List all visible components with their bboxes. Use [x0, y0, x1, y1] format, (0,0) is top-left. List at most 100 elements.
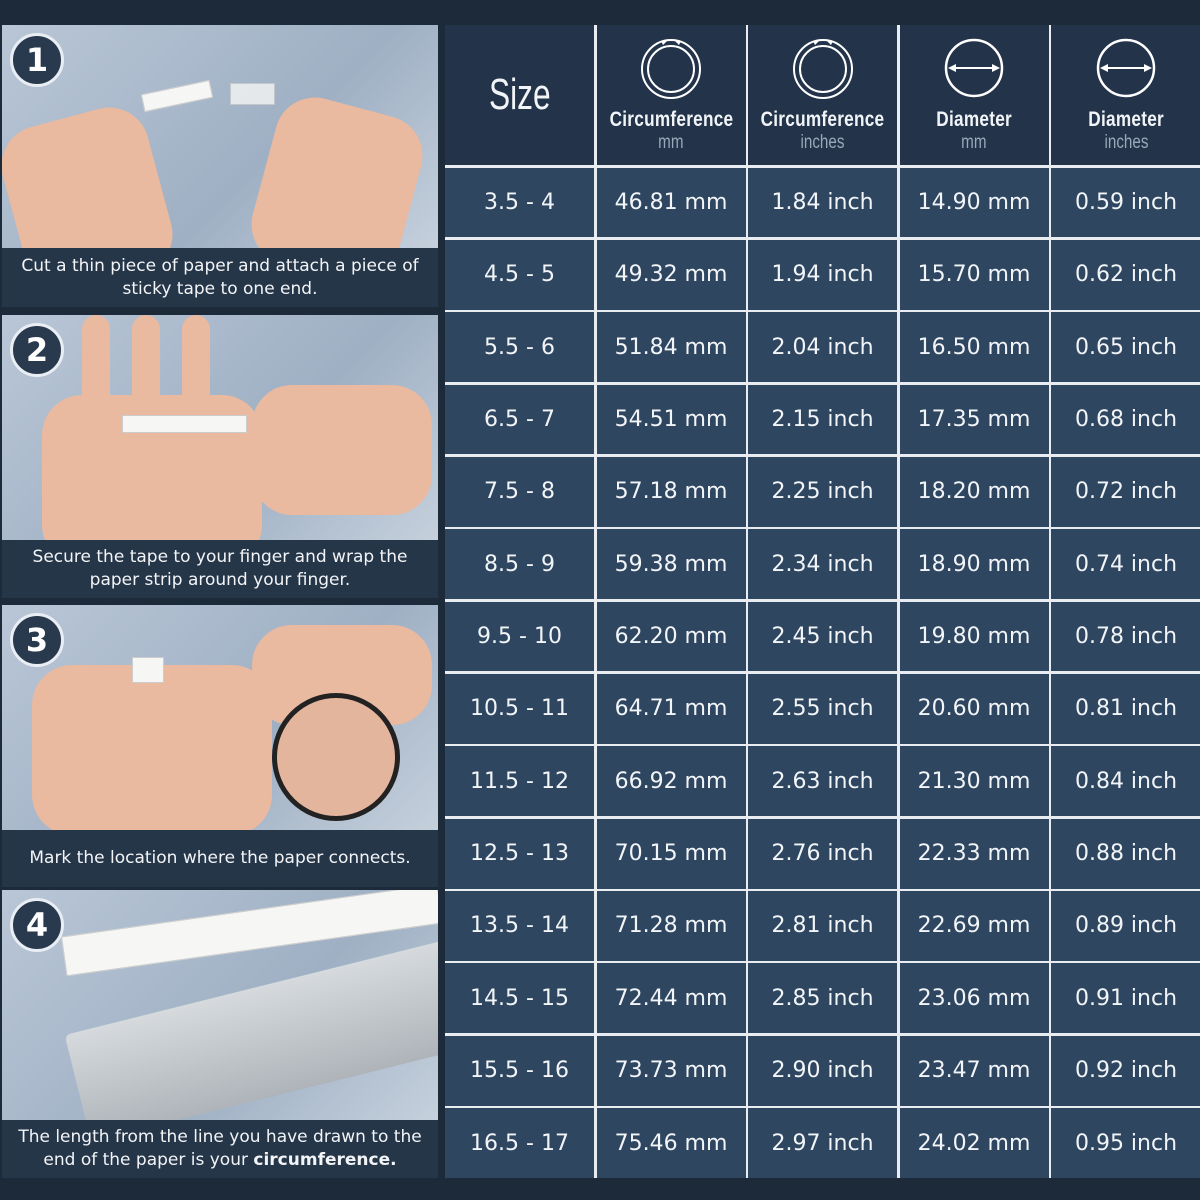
- table-cell: 70.15 mm: [596, 818, 746, 889]
- step-panel-3: 3 Mark the location where the paper conn…: [2, 605, 438, 887]
- step-panel-2: 2 Secure the tape to your finger and wra…: [2, 315, 438, 598]
- step-panel-1: 1 Cut a thin piece of paper and attach a…: [2, 25, 438, 307]
- table-cell: 49.32 mm: [596, 239, 746, 310]
- table-cell: 66.92 mm: [596, 746, 746, 817]
- step-caption: Mark the location where the paper connec…: [29, 848, 411, 868]
- table-cell: 2.34 inch: [748, 529, 897, 600]
- table-cell: 0.74 inch: [1051, 529, 1200, 600]
- table-cell: 57.18 mm: [596, 456, 746, 527]
- table-cell: 75.46 mm: [596, 1108, 746, 1178]
- table-cell: 0.92 inch: [1051, 1035, 1200, 1106]
- step-caption: The length from the line you have drawn …: [18, 1127, 422, 1170]
- table-cell: 8.5 - 9: [445, 529, 594, 600]
- table-cell: 73.73 mm: [596, 1035, 746, 1106]
- table-cell: 0.68 inch: [1051, 384, 1200, 455]
- table-cell: 14.5 - 15: [445, 963, 594, 1034]
- table-cell: 18.20 mm: [899, 456, 1049, 527]
- table-cell: 20.60 mm: [899, 673, 1049, 744]
- table-cell: 2.81 inch: [748, 891, 897, 961]
- step-illustration: [2, 890, 438, 1120]
- column-header-diameter-mm: Diameter mm: [899, 25, 1049, 165]
- step-caption: Cut a thin piece of paper and attach a p…: [21, 255, 419, 299]
- table-cell: 51.84 mm: [596, 312, 746, 383]
- table-cell: 0.88 inch: [1051, 818, 1200, 889]
- table-cell: 62.20 mm: [596, 601, 746, 672]
- step-number-badge: 4: [10, 898, 64, 952]
- table-cell: 17.35 mm: [899, 384, 1049, 455]
- table-cell: 64.71 mm: [596, 673, 746, 744]
- table-cell: 2.76 inch: [748, 818, 897, 889]
- table-cell: 54.51 mm: [596, 384, 746, 455]
- table-cell: 0.91 inch: [1051, 963, 1200, 1034]
- table-cell: 0.95 inch: [1051, 1108, 1200, 1178]
- table-cell: 1.84 inch: [748, 167, 897, 238]
- header-title: Diameter: [936, 108, 1012, 131]
- header-title: Size: [488, 70, 551, 119]
- table-cell: 10.5 - 11: [445, 673, 594, 744]
- table-cell: 22.33 mm: [899, 818, 1049, 889]
- table-cell: 2.25 inch: [748, 456, 897, 527]
- table-cell: 16.50 mm: [899, 312, 1049, 383]
- header-title: Circumference: [609, 108, 733, 131]
- header-unit: mm: [658, 132, 684, 153]
- step-illustration: [2, 25, 438, 248]
- diameter-icon: [942, 36, 1006, 108]
- table-cell: 2.45 inch: [748, 601, 897, 672]
- table-cell: 46.81 mm: [596, 167, 746, 238]
- diameter-icon: [1094, 36, 1158, 108]
- table-cell: 15.70 mm: [899, 239, 1049, 310]
- table-cell: 23.06 mm: [899, 963, 1049, 1034]
- ring-size-table: Size Circumference mm Circumference inches Di…: [445, 25, 1200, 1178]
- header-title: Circumference: [760, 108, 885, 131]
- header-unit: mm: [961, 132, 987, 153]
- step-illustration: [2, 605, 438, 830]
- table-cell: 0.78 inch: [1051, 601, 1200, 672]
- table-cell: 14.90 mm: [899, 167, 1049, 238]
- table-cell: 2.85 inch: [748, 963, 897, 1034]
- table-cell: 7.5 - 8: [445, 456, 594, 527]
- table-cell: 4.5 - 5: [445, 239, 594, 310]
- table-cell: 0.81 inch: [1051, 673, 1200, 744]
- step-number-badge: 1: [10, 33, 64, 87]
- circumference-icon: [639, 36, 703, 108]
- circumference-icon: [791, 36, 855, 108]
- table-cell: 24.02 mm: [899, 1108, 1049, 1178]
- table-cell: 2.04 inch: [748, 312, 897, 383]
- table-cell: 2.15 inch: [748, 384, 897, 455]
- table-cell: 5.5 - 6: [445, 312, 594, 383]
- column-header-circumference-inches: Circumference inches: [748, 25, 897, 165]
- table-cell: 2.63 inch: [748, 746, 897, 817]
- table-cell: 0.62 inch: [1051, 239, 1200, 310]
- table-cell: 18.90 mm: [899, 529, 1049, 600]
- table-cell: 0.84 inch: [1051, 746, 1200, 817]
- table-cell: 11.5 - 12: [445, 746, 594, 817]
- header-unit: inches: [1104, 132, 1148, 153]
- column-header-circumference-mm: Circumference mm: [596, 25, 746, 165]
- table-cell: 16.5 - 17: [445, 1108, 594, 1178]
- table-cell: 0.89 inch: [1051, 891, 1200, 961]
- table-cell: 12.5 - 13: [445, 818, 594, 889]
- column-header-diameter-inches: Diameter inches: [1051, 25, 1200, 165]
- table-cell: 71.28 mm: [596, 891, 746, 961]
- table-cell: 22.69 mm: [899, 891, 1049, 961]
- table-cell: 21.30 mm: [899, 746, 1049, 817]
- table-cell: 59.38 mm: [596, 529, 746, 600]
- step-number-badge: 2: [10, 323, 64, 377]
- header-title: Diameter: [1088, 108, 1164, 131]
- column-header-size: Size: [445, 25, 594, 165]
- step-illustration: [2, 315, 438, 540]
- table-cell: 2.55 inch: [748, 673, 897, 744]
- table-cell: 23.47 mm: [899, 1035, 1049, 1106]
- step-panel-4: 4 The length from the line you have draw…: [2, 890, 438, 1178]
- table-cell: 2.90 inch: [748, 1035, 897, 1106]
- caption-emphasis: circumference.: [253, 1150, 397, 1170]
- table-cell: 6.5 - 7: [445, 384, 594, 455]
- table-cell: 9.5 - 10: [445, 601, 594, 672]
- table-cell: 0.72 inch: [1051, 456, 1200, 527]
- table-cell: 72.44 mm: [596, 963, 746, 1034]
- table-cell: 19.80 mm: [899, 601, 1049, 672]
- table-cell: 13.5 - 14: [445, 891, 594, 961]
- table-cell: 15.5 - 16: [445, 1035, 594, 1106]
- table-cell: 2.97 inch: [748, 1108, 897, 1178]
- table-cell: 0.59 inch: [1051, 167, 1200, 238]
